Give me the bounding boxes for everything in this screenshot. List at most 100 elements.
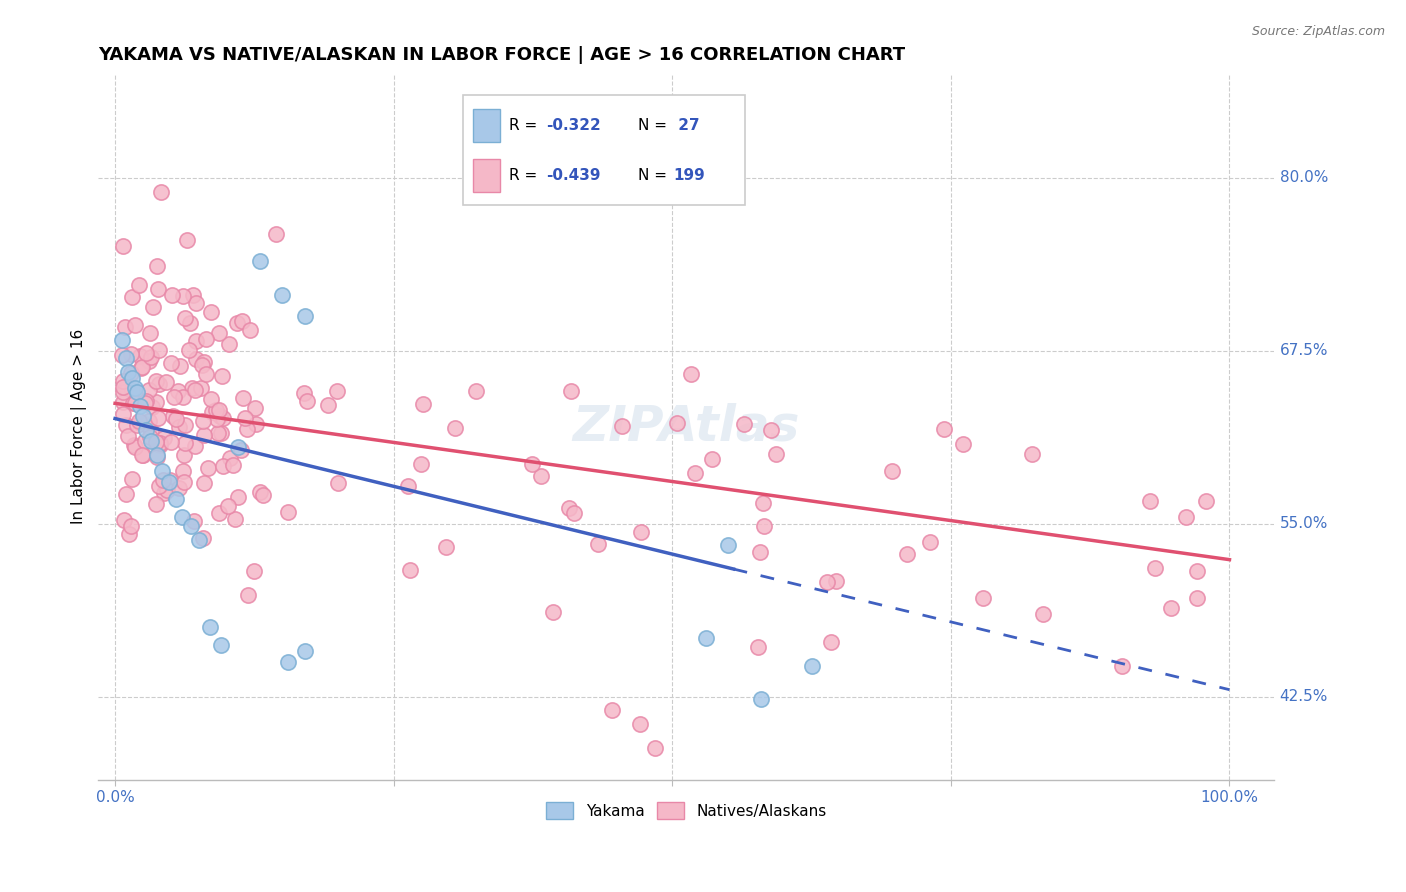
Point [112, 408, 135, 422]
Point [148, 437, 170, 451]
Point [184, 439, 207, 453]
Point [139, 326, 162, 340]
Point [191, 414, 214, 428]
Point [122, 396, 145, 410]
Point [135, 346, 157, 360]
Point [134, 395, 156, 409]
Point [112, 513, 135, 527]
Point [120, 366, 142, 380]
Point [191, 359, 214, 373]
Point [398, 563, 420, 577]
Point [1175, 509, 1198, 524]
Point [765, 447, 787, 461]
Point [174, 311, 197, 326]
Point [115, 487, 138, 501]
Point [124, 381, 146, 395]
Point [150, 464, 173, 478]
Point [880, 463, 903, 477]
Point [160, 288, 183, 302]
Point [249, 485, 271, 500]
Point [180, 519, 202, 533]
Point [121, 383, 143, 397]
Point [409, 457, 432, 471]
Point [412, 396, 434, 410]
Point [125, 388, 148, 402]
Point [644, 740, 666, 755]
Text: 55.0%: 55.0% [1279, 516, 1329, 532]
Point [146, 411, 169, 425]
Point [825, 574, 848, 588]
Point [124, 396, 146, 410]
Point [198, 620, 221, 634]
Point [148, 479, 170, 493]
Point [149, 437, 172, 451]
Point [111, 348, 134, 362]
Point [167, 420, 190, 434]
Point [121, 290, 143, 304]
Point [558, 500, 581, 515]
Point [117, 428, 139, 442]
Point [271, 288, 294, 302]
Point [128, 414, 150, 428]
Point [169, 359, 191, 373]
Point [193, 475, 215, 490]
Point [190, 381, 212, 395]
Point [148, 377, 170, 392]
Point [145, 435, 167, 450]
Point [316, 398, 339, 412]
Point [748, 545, 770, 559]
Point [121, 383, 143, 397]
Point [111, 333, 134, 347]
Text: Source: ZipAtlas.com: Source: ZipAtlas.com [1251, 25, 1385, 38]
Point [135, 394, 157, 409]
Point [212, 411, 235, 425]
Point [294, 644, 316, 658]
Point [179, 316, 201, 330]
Point [1160, 601, 1182, 615]
Point [186, 296, 208, 310]
Point [172, 464, 194, 478]
Point [115, 381, 138, 395]
Point [209, 639, 232, 653]
Point [117, 365, 139, 379]
Point [167, 481, 190, 495]
Point [396, 478, 419, 492]
Point [683, 466, 706, 480]
Point [224, 512, 246, 526]
Point [207, 425, 229, 440]
Point [679, 368, 702, 382]
Point [114, 319, 136, 334]
Point [700, 452, 723, 467]
Point [145, 497, 167, 511]
Point [174, 418, 197, 433]
Point [153, 485, 176, 500]
Point [761, 423, 783, 437]
Point [752, 519, 775, 533]
Point [117, 527, 139, 541]
Point [138, 384, 160, 398]
Point [972, 591, 994, 606]
Point [173, 448, 195, 462]
Point [226, 490, 249, 504]
Point [181, 381, 204, 395]
Point [208, 326, 231, 340]
Point [277, 505, 299, 519]
Point [249, 253, 271, 268]
Point [163, 390, 186, 404]
Point [201, 405, 224, 419]
Point [145, 394, 167, 409]
Text: ZIPAtlas: ZIPAtlas [572, 403, 800, 450]
Point [218, 337, 240, 351]
Point [112, 375, 135, 389]
Text: 42.5%: 42.5% [1279, 690, 1329, 704]
Point [129, 360, 152, 375]
Point [747, 640, 769, 654]
Point [530, 468, 553, 483]
Point [602, 703, 624, 717]
Point [205, 402, 228, 417]
Point [200, 305, 222, 319]
Point [292, 386, 315, 401]
Point [149, 435, 172, 450]
Point [112, 384, 135, 399]
Point [111, 380, 134, 394]
